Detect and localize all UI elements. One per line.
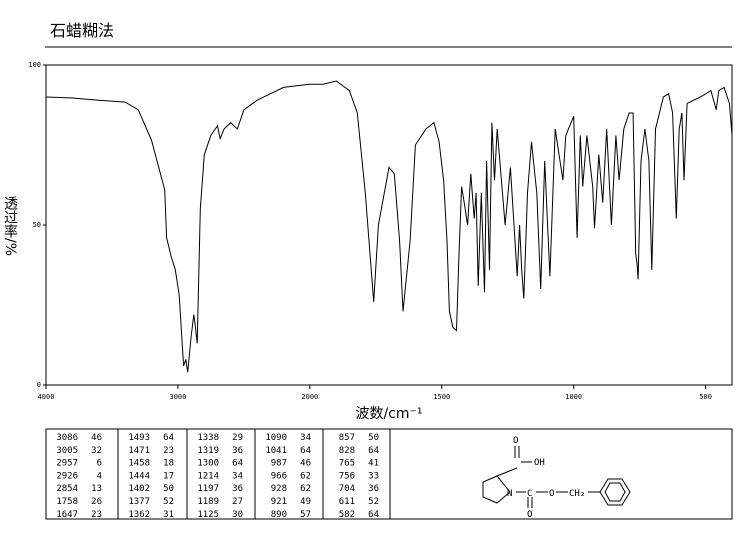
y-tick-label: 100	[28, 61, 41, 69]
peak-transmittance: 30	[232, 510, 243, 520]
peak-wavenumber: 890	[271, 510, 287, 520]
atom: O	[513, 436, 518, 446]
peak-wavenumber: 704	[339, 484, 355, 494]
peak-wavenumber: 1377	[128, 497, 150, 507]
peak-wavenumber: 1214	[197, 471, 219, 481]
peak-wavenumber: 582	[339, 510, 355, 520]
peak-transmittance: 62	[300, 471, 311, 481]
benzene-inner	[604, 482, 626, 502]
x-tick-label: 1000	[565, 393, 582, 401]
peak-transmittance: 64	[300, 446, 311, 456]
peak-wavenumber: 2926	[56, 471, 78, 481]
bond	[496, 467, 518, 477]
table-frame	[45, 428, 733, 520]
y-tick-label: 0	[37, 381, 41, 389]
peak-wavenumber: 756	[339, 471, 355, 481]
peak-wavenumber: 1471	[128, 446, 150, 456]
peak-wavenumber: 928	[271, 484, 287, 494]
peak-wavenumber: 1362	[128, 510, 150, 520]
benzene	[599, 478, 631, 506]
peak-wavenumber: 1125	[197, 510, 219, 520]
chart-title: 石蜡糊法	[50, 21, 114, 40]
peak-transmittance: 13	[91, 484, 102, 494]
peak-transmittance: 34	[232, 471, 243, 481]
peak-transmittance: 26	[91, 497, 102, 507]
peak-transmittance: 36	[232, 484, 243, 494]
peak-wavenumber: 1758	[56, 497, 78, 507]
peak-transmittance: 64	[368, 446, 379, 456]
atom: O	[549, 489, 554, 499]
peak-transmittance: 46	[300, 459, 311, 469]
peak-wavenumber: 1458	[128, 459, 150, 469]
peak-transmittance: 49	[300, 497, 311, 507]
peak-transmittance: 64	[232, 459, 243, 469]
peak-transmittance: 50	[368, 433, 379, 443]
y-axis-label: 透过率/%	[2, 196, 18, 256]
peak-transmittance: 52	[163, 497, 174, 507]
peak-wavenumber: 611	[339, 497, 355, 507]
peak-transmittance: 17	[163, 471, 174, 481]
peak-wavenumber: 1493	[128, 433, 150, 443]
peak-wavenumber: 857	[339, 433, 355, 443]
peak-transmittance: 18	[163, 459, 174, 469]
peak-transmittance: 27	[232, 497, 243, 507]
peak-wavenumber: 966	[271, 471, 287, 481]
peak-wavenumber: 828	[339, 446, 355, 456]
peak-wavenumber: 1338	[197, 433, 219, 443]
atom: N	[507, 489, 512, 499]
structure-drawing	[482, 446, 631, 508]
y-tick-label: 50	[33, 221, 41, 229]
peak-wavenumber: 3086	[56, 433, 78, 443]
peak-wavenumber: 2854	[56, 484, 78, 494]
peak-transmittance: 23	[91, 510, 102, 520]
atom: O	[527, 510, 532, 520]
atom: C	[527, 489, 532, 499]
x-tick-label: 3000	[169, 393, 186, 401]
peak-transmittance: 23	[163, 446, 174, 456]
peak-transmittance: 31	[163, 510, 174, 520]
peak-transmittance: 64	[163, 433, 174, 443]
peak-transmittance: 64	[368, 510, 379, 520]
peak-transmittance: 36	[232, 446, 243, 456]
peak-wavenumber: 1402	[128, 484, 150, 494]
peak-wavenumber: 1319	[197, 446, 219, 456]
structure-labels: O OH N C O O CH₂	[507, 436, 585, 520]
peak-transmittance: 52	[368, 497, 379, 507]
x-tick-label: 1500	[433, 393, 450, 401]
peak-transmittance: 36	[368, 484, 379, 494]
ring	[482, 475, 511, 504]
peak-wavenumber: 1444	[128, 471, 150, 481]
spectrum-line	[45, 80, 733, 373]
x-tick-label: 4000	[38, 393, 55, 401]
peak-transmittance: 34	[300, 433, 311, 443]
peak-wavenumber: 1197	[197, 484, 219, 494]
peak-transmittance: 29	[232, 433, 243, 443]
atom: CH₂	[569, 489, 585, 499]
peak-transmittance: 46	[91, 433, 102, 443]
peak-wavenumber: 765	[339, 459, 355, 469]
peak-transmittance: 62	[300, 484, 311, 494]
peak-transmittance: 50	[163, 484, 174, 494]
peak-wavenumber: 921	[271, 497, 287, 507]
peak-transmittance: 57	[300, 510, 311, 520]
peak-wavenumber: 1090	[265, 433, 287, 443]
atom: OH	[534, 458, 545, 468]
x-tick-label: 2000	[301, 393, 318, 401]
peak-transmittance: 32	[91, 446, 102, 456]
x-axis-label: 波数/cm⁻¹	[355, 406, 422, 422]
peak-transmittance: 4	[97, 471, 102, 481]
peak-transmittance: 33	[368, 471, 379, 481]
x-tick-label: 500	[699, 393, 712, 401]
peak-transmittance: 6	[97, 459, 102, 469]
peak-transmittance: 41	[368, 459, 379, 469]
peak-wavenumber: 987	[271, 459, 287, 469]
peak-wavenumber: 1300	[197, 459, 219, 469]
peak-wavenumber: 1189	[197, 497, 219, 507]
peak-wavenumber: 2957	[56, 459, 78, 469]
peak-wavenumber: 1041	[265, 446, 287, 456]
peak-wavenumber: 3005	[56, 446, 78, 456]
peak-wavenumber: 1647	[56, 510, 78, 520]
